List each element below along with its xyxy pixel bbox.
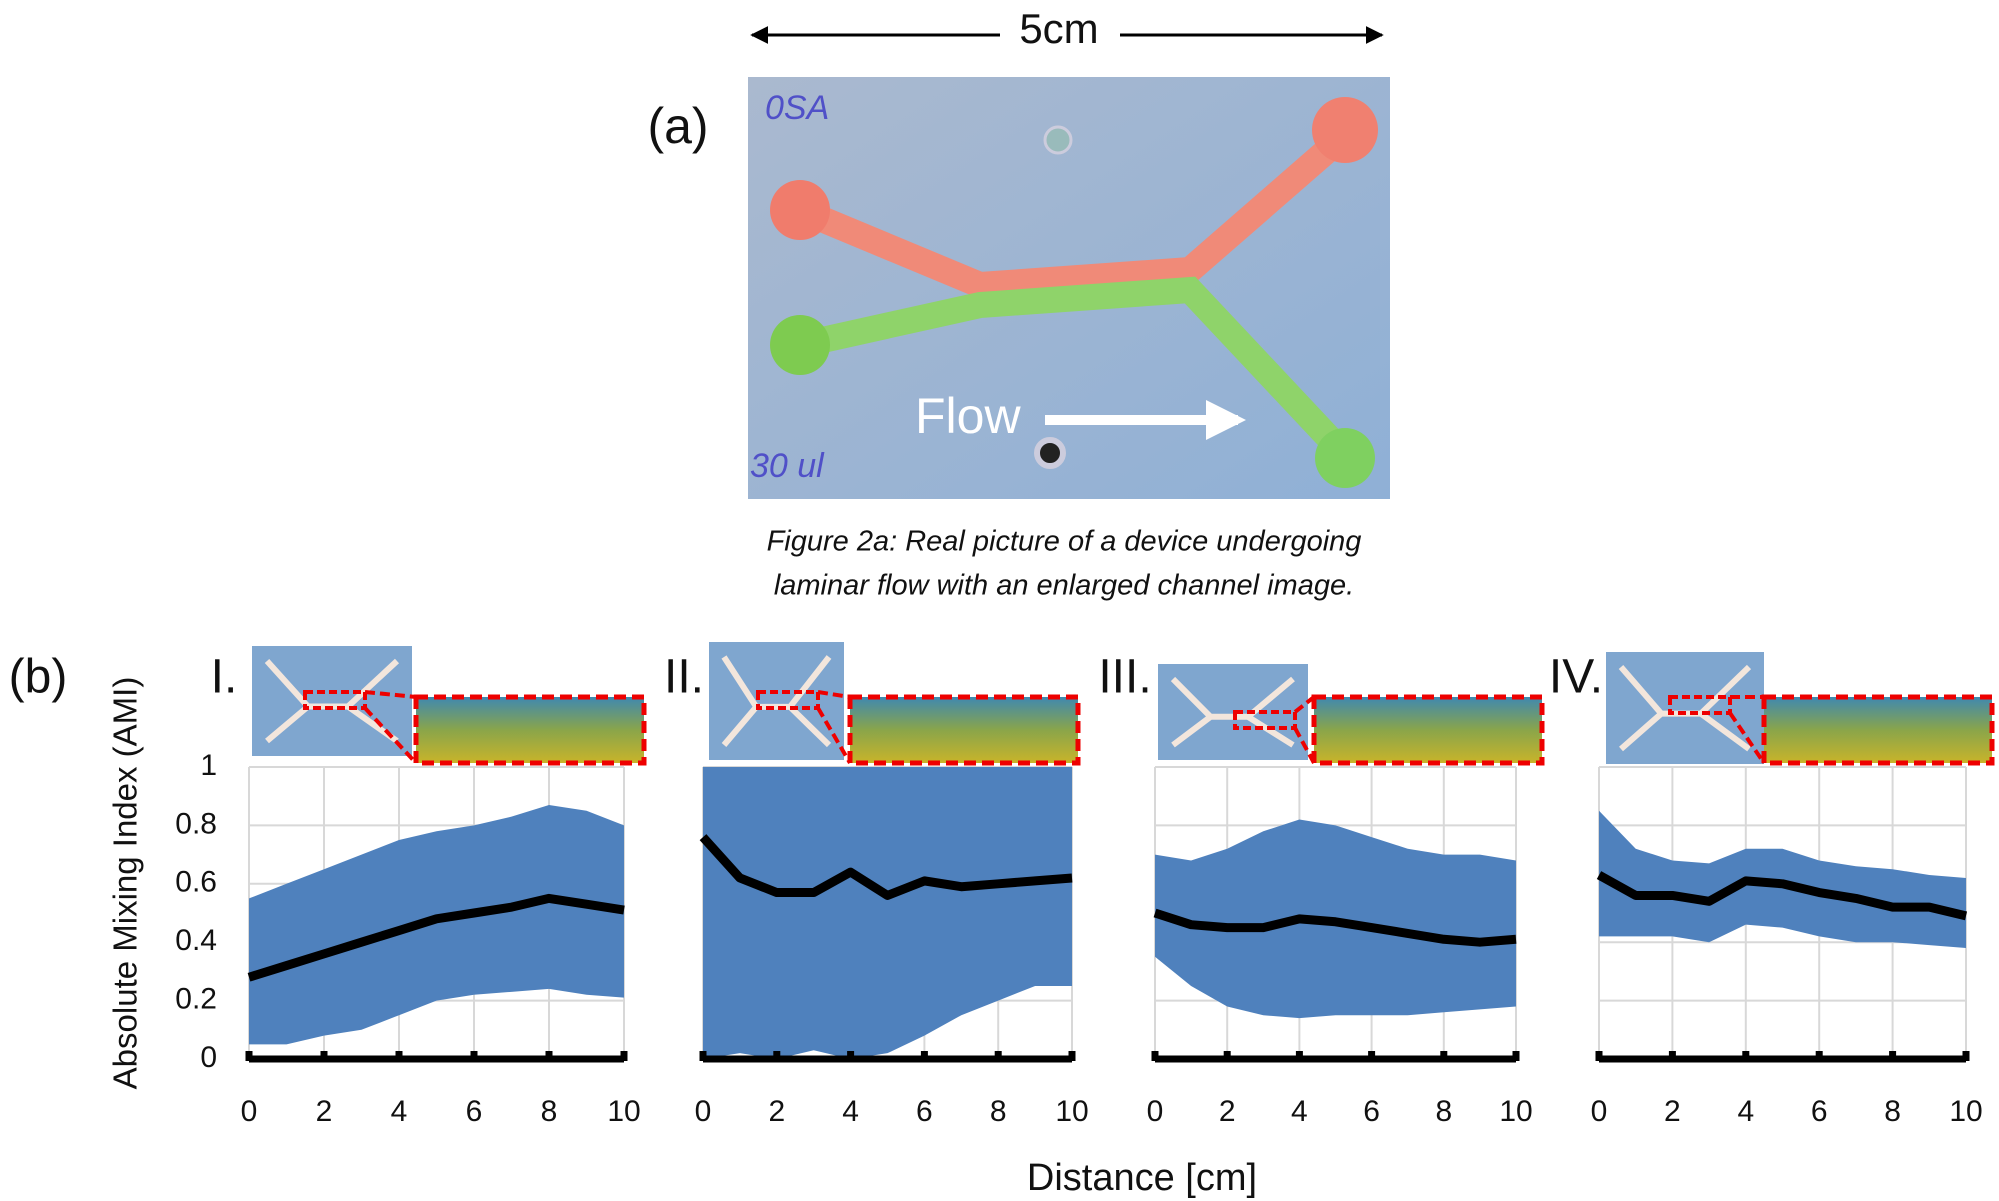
zoom-box	[1668, 695, 1732, 715]
x-tick-label: 2	[1219, 1095, 1236, 1128]
chart: IV. 0 2 4 6 8 10	[1549, 651, 1995, 1128]
x-tick-label: 0	[695, 1095, 712, 1128]
y-tick-label: 0.6	[175, 866, 217, 899]
zoom-lines	[816, 690, 852, 765]
chart: III. 0 2 4 6 8 10	[1098, 651, 1545, 1128]
y-tick-label: 0.8	[175, 807, 217, 840]
x-tick-label: 10	[1499, 1095, 1532, 1128]
x-tick-label: 4	[1291, 1095, 1308, 1128]
chart-title: II.	[664, 651, 704, 704]
y-tick-label: 0.4	[175, 924, 217, 957]
mean-line	[699, 834, 1073, 900]
std-band	[703, 767, 1072, 1059]
panel-label: (b)	[9, 651, 68, 704]
chart-title: III.	[1098, 651, 1151, 704]
x-tick-label: 8	[541, 1095, 558, 1128]
x-tick-label: 6	[1811, 1095, 1828, 1128]
y-tick-label: 0	[200, 1041, 217, 1074]
chart: II. 0 2 4 6 8 10	[664, 642, 1089, 1128]
mean-line	[247, 893, 625, 982]
photo-label: 30 ul	[750, 447, 825, 485]
x-tick-label: 6	[916, 1095, 933, 1128]
channel-inset	[847, 694, 1081, 766]
x-tick-label: 0	[1591, 1095, 1608, 1128]
y-axis-label: Absolute Mixing Index (AMI)	[107, 677, 144, 1090]
charts: I. 0 2 4 6 8 10 0 0.2 0.4 0.6 0.8 1 II. 0 2 4 6 8 10 III. 0 2 4…	[175, 642, 1995, 1128]
x-tick-label: 8	[1884, 1095, 1901, 1128]
x-axis-label: Distance [cm]	[1027, 1157, 1257, 1199]
x-tick-label: 2	[768, 1095, 785, 1128]
y-tick-label: 0.2	[175, 983, 217, 1016]
caption-line: Figure 2a: Real picture of a device unde…	[767, 526, 1362, 558]
zoom-lines	[1293, 695, 1316, 764]
device-photo: 0SA 30 ul	[748, 77, 1390, 499]
mean-line	[1596, 871, 1968, 921]
x-tick-label: 0	[1147, 1095, 1164, 1128]
flow-label: Flow	[915, 388, 1021, 444]
chart: I. 0 2 4 6 8 10 0 0.2 0.4 0.6 0.8 1	[175, 646, 647, 1128]
x-tick-label: 4	[1737, 1095, 1754, 1128]
x-tick-label: 10	[607, 1095, 640, 1128]
channel-inset	[1761, 694, 1995, 766]
x-tick-label: 0	[241, 1095, 258, 1128]
zoom-box	[756, 690, 820, 710]
zoom-lines	[1728, 695, 1766, 765]
x-tick-label: 10	[1055, 1095, 1088, 1128]
x-tick-label: 2	[1664, 1095, 1681, 1128]
channel-inset	[413, 694, 647, 766]
x-tick-label: 6	[1363, 1095, 1380, 1128]
x-tick-label: 4	[391, 1095, 408, 1128]
device-thumbnail	[1606, 652, 1764, 764]
photo-label: 0SA	[765, 89, 829, 127]
y-tick-label: 1	[200, 749, 217, 782]
x-tick-label: 10	[1949, 1095, 1982, 1128]
mean-line	[1153, 908, 1517, 947]
zoom-box	[1233, 710, 1297, 730]
x-tick-label: 8	[990, 1095, 1007, 1128]
channel-inset	[1311, 694, 1545, 766]
x-tick-label: 8	[1435, 1095, 1452, 1128]
x-tick-label: 6	[466, 1095, 483, 1128]
caption-line: laminar flow with an enlarged channel im…	[774, 570, 1354, 602]
zoom-box	[303, 690, 367, 710]
std-band	[249, 804, 624, 1045]
chart-title: I.	[211, 651, 238, 704]
scale-label: 5cm	[1019, 5, 1098, 52]
x-tick-label: 4	[842, 1095, 859, 1128]
zoom-lines	[363, 690, 418, 765]
x-tick-label: 2	[316, 1095, 333, 1128]
channel-sketch	[1170, 676, 1295, 748]
device-thumbnail	[252, 646, 412, 756]
panel-label: (a)	[647, 98, 708, 154]
chart-title: IV.	[1549, 651, 1603, 704]
